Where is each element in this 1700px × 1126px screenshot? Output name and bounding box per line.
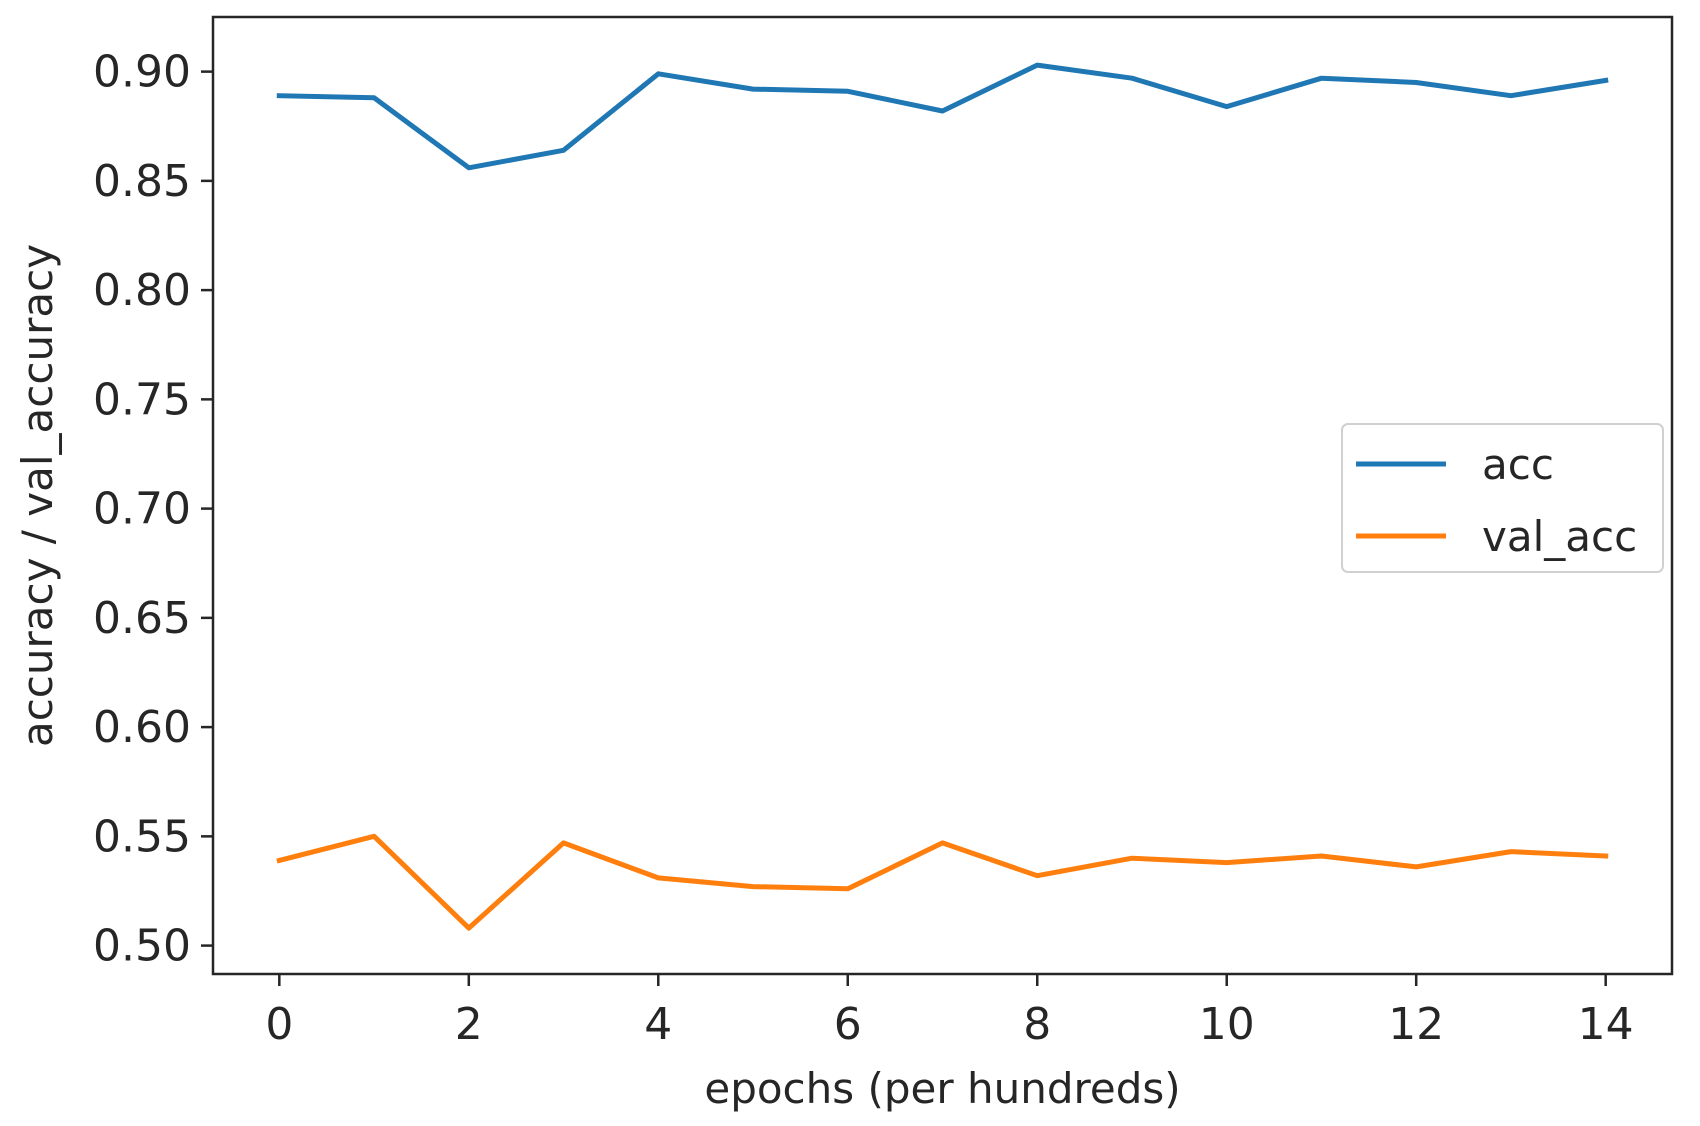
- series-line-val-acc: [276, 833, 1609, 931]
- y-axis-label: accuracy / val_accuracy: [13, 244, 62, 747]
- series-lines: [276, 62, 1609, 931]
- x-tick-label: 6: [834, 999, 862, 1050]
- y-tick-label: 0.65: [93, 593, 191, 644]
- x-tick-label: 12: [1388, 999, 1444, 1050]
- x-tick-label: 4: [644, 999, 672, 1050]
- y-tick-label: 0.55: [93, 811, 191, 862]
- y-tick-label: 0.50: [93, 921, 191, 972]
- x-tick-label: 0: [265, 999, 293, 1050]
- x-tick-label: 14: [1578, 999, 1634, 1050]
- series-line-acc: [276, 62, 1609, 171]
- y-tick-label: 0.85: [93, 156, 191, 207]
- x-axis-ticks: 0 2 4 6 8 10 12 14: [265, 974, 1634, 1050]
- x-axis-label: epochs (per hundreds): [704, 1064, 1180, 1113]
- x-tick-label: 2: [455, 999, 483, 1050]
- y-tick-label: 0.70: [93, 484, 191, 535]
- x-tick-label: 10: [1199, 999, 1255, 1050]
- legend-label-val-acc: val_acc: [1482, 512, 1637, 561]
- plot-area: [211, 15, 1674, 976]
- y-tick-label: 0.75: [93, 374, 191, 425]
- legend: acc val_acc: [1341, 423, 1664, 573]
- legend-label-acc: acc: [1482, 440, 1554, 489]
- y-tick-label: 0.60: [93, 702, 191, 753]
- plot-frame: [211, 15, 1674, 976]
- y-axis-ticks: 0.50 0.55 0.60 0.65 0.70 0.75 0.80 0.85 0.90: [93, 47, 213, 972]
- y-tick-label: 0.80: [93, 265, 191, 316]
- y-tick-label: 0.90: [93, 47, 191, 98]
- x-tick-label: 8: [1023, 999, 1051, 1050]
